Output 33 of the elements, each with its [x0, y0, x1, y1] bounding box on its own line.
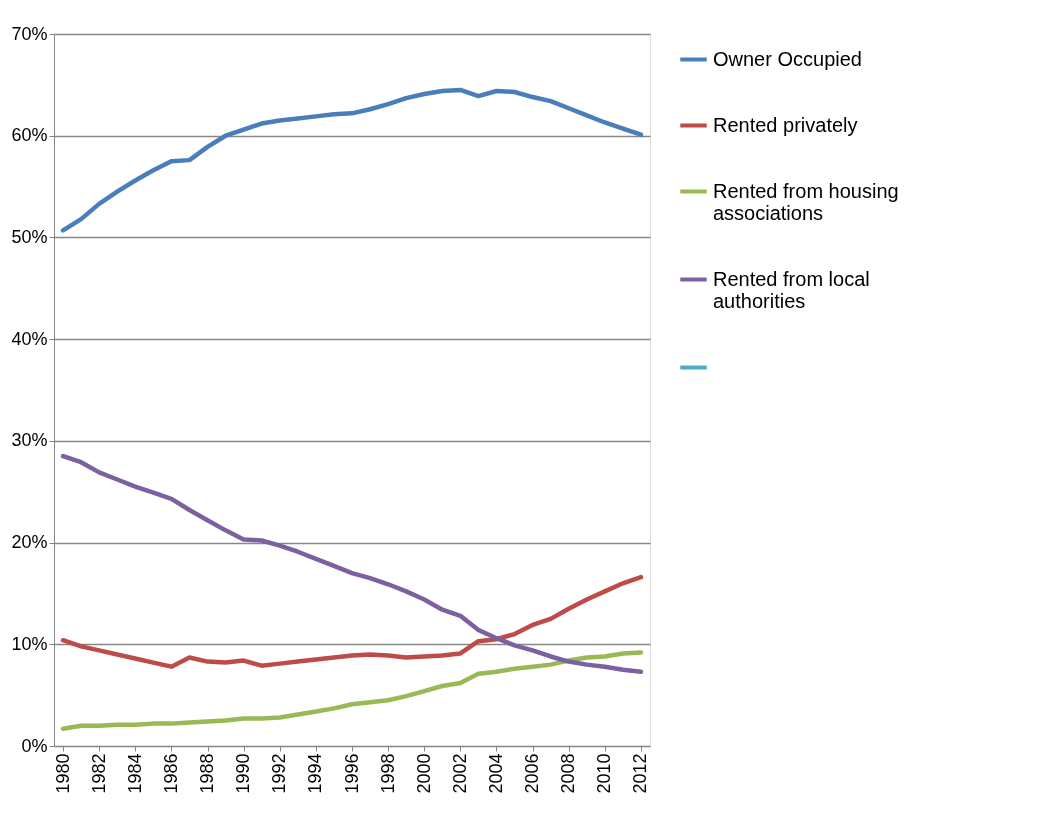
x-tick-label: 1992 [269, 753, 290, 794]
x-tick-label: 2002 [449, 753, 470, 794]
x-tick-label: 1986 [160, 753, 181, 794]
legend-label: Owner Occupied [713, 47, 862, 70]
y-tick-label: 50% [11, 226, 48, 247]
y-tick-label: 30% [11, 430, 48, 451]
legend-label: Rented from housing associations [713, 179, 899, 224]
x-tick-label: 1996 [341, 753, 362, 794]
x-tick-label: 2010 [594, 753, 615, 794]
x-tick-label: 1990 [233, 753, 254, 794]
y-tick-label: 60% [11, 125, 48, 146]
y-tick-label: 20% [11, 532, 48, 553]
y-tick-label: 40% [11, 328, 48, 349]
line-series [60, 574, 644, 669]
line-series [60, 650, 644, 731]
legend-label: Rented from local authorities [713, 267, 870, 312]
line-series [60, 87, 644, 233]
x-tick-label: 1982 [88, 753, 109, 794]
x-tick-label: 2004 [485, 753, 506, 794]
x-tick-label: 1988 [197, 753, 218, 794]
x-tick-label: 2000 [413, 753, 434, 794]
y-tick-label: 0% [21, 735, 48, 756]
x-tick-label: 1980 [52, 753, 73, 794]
x-tick-label: 2012 [630, 753, 651, 794]
line-series [60, 453, 644, 674]
y-tick-label: 10% [11, 633, 48, 654]
x-tick-label: 2008 [558, 753, 579, 794]
x-tick-label: 1998 [377, 753, 398, 794]
x-tick-label: 1984 [124, 753, 145, 794]
y-tick-label: 70% [11, 23, 48, 44]
x-tick-label: 1994 [305, 753, 326, 794]
x-tick-label: 2006 [522, 753, 543, 794]
legend-label: Rented privately [713, 113, 858, 136]
